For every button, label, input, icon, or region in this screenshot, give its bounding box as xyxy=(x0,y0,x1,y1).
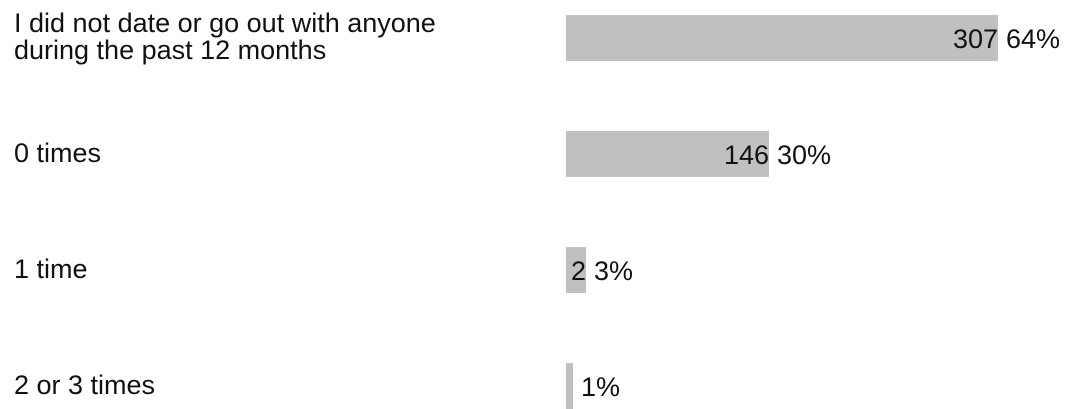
category-label: 0 times xyxy=(14,137,102,168)
percent-label: 30% xyxy=(777,140,832,170)
count-label: 2 xyxy=(570,256,586,286)
category-label: 1 time xyxy=(14,253,88,284)
percent-label: 64% xyxy=(1006,24,1061,54)
bar xyxy=(566,247,586,293)
category-label: 2 or 3 times xyxy=(14,369,156,400)
percent-label: 3% xyxy=(594,256,634,286)
bar xyxy=(566,131,769,177)
bar xyxy=(566,15,998,61)
count-label: 307 xyxy=(952,24,998,54)
category-label: I did not date or go out with anyone dur… xyxy=(14,8,436,65)
bar xyxy=(566,363,573,409)
count-label: 146 xyxy=(723,140,769,170)
percent-label: 1% xyxy=(581,372,621,402)
